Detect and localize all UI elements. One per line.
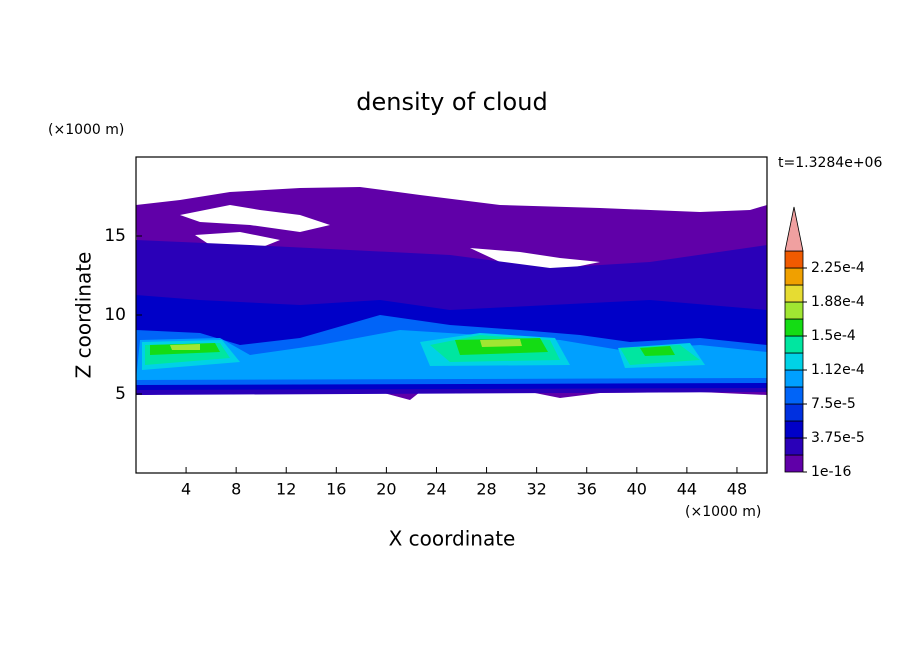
colorbar-box — [784, 301, 804, 320]
colorbar-box — [784, 352, 804, 371]
colorbar-label: 1.5e-4 — [811, 328, 856, 344]
x-unit: (×1000 m) — [685, 504, 761, 520]
colorbar-box — [784, 454, 804, 473]
colorbar-box — [784, 420, 804, 439]
chart-title: density of cloud — [356, 88, 547, 116]
colorbar-box — [784, 318, 804, 337]
colorbar-box — [784, 437, 804, 456]
x-tick-label: 16 — [326, 480, 346, 499]
colorbar-label: 1e-16 — [811, 464, 851, 480]
colorbar-box — [784, 403, 804, 422]
x-tick-label: 32 — [526, 480, 546, 499]
y-tick-label: 5 — [115, 384, 126, 404]
y-tick-label: 10 — [104, 305, 126, 325]
colorbar-box — [784, 267, 804, 286]
x-tick-label: 40 — [627, 480, 647, 499]
colorbar-extend — [784, 206, 804, 252]
colorbar-label: 1.12e-4 — [811, 362, 865, 378]
colorbar-label: 3.75e-5 — [811, 430, 865, 446]
colorbar-box — [784, 284, 804, 303]
x-tick-label: 8 — [231, 480, 241, 499]
contour-field — [136, 187, 767, 400]
colorbar-box — [784, 369, 804, 388]
y-tick-label: 15 — [104, 226, 126, 246]
x-tick-label: 12 — [276, 480, 296, 499]
y-axis-label: Z coordinate — [72, 252, 96, 379]
x-tick-label: 44 — [677, 480, 697, 499]
colorbar-label: 7.5e-5 — [811, 396, 856, 412]
x-tick-label: 28 — [476, 480, 496, 499]
x-tick-label: 36 — [577, 480, 597, 499]
y-unit: (×1000 m) — [48, 122, 124, 138]
x-tick-label: 48 — [727, 480, 747, 499]
x-tick-label: 20 — [376, 480, 396, 499]
colorbar-box — [784, 250, 804, 269]
x-axis-label: X coordinate — [389, 527, 516, 551]
annotation: t=1.3284e+06 — [778, 155, 882, 171]
colorbar-label: 1.88e-4 — [811, 294, 865, 310]
colorbar-label: 2.25e-4 — [811, 260, 865, 276]
colorbar-box — [784, 386, 804, 405]
x-tick-label: 4 — [181, 480, 191, 499]
colorbar-box — [784, 335, 804, 354]
x-tick-label: 24 — [426, 480, 446, 499]
